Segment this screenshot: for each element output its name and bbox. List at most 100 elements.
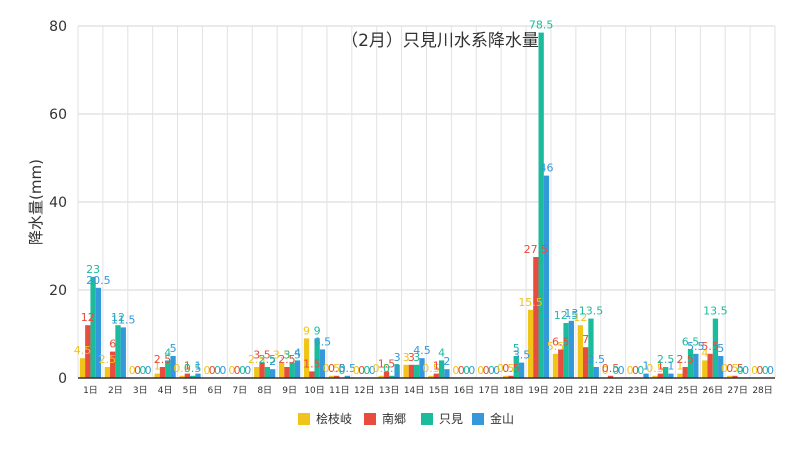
bar-data-label: 0 <box>458 364 465 377</box>
bar <box>527 309 534 378</box>
bar <box>79 358 86 378</box>
bar <box>593 367 599 378</box>
legend-swatch[interactable] <box>421 413 433 425</box>
bar-data-label: 0.5 <box>372 362 390 375</box>
bar <box>165 360 171 378</box>
bar-data-label: 23 <box>86 263 100 276</box>
bar-data-label: 0 <box>637 364 644 377</box>
bar <box>419 358 425 378</box>
bar-data-label: 0.5 <box>339 362 357 375</box>
bar <box>179 375 185 378</box>
bar-data-label: 0.5 <box>383 362 401 375</box>
bar-data-label: 4.5 <box>413 344 431 357</box>
legend-entry-label[interactable]: 南郷 <box>382 411 406 426</box>
x-tick-label: 14日 <box>404 385 424 396</box>
bar-data-label: 0 <box>145 364 152 377</box>
x-tick-label: 13日 <box>379 385 399 396</box>
bar-data-label: 5.5 <box>701 340 719 353</box>
x-tick-label: 10日 <box>304 385 324 396</box>
bar <box>643 373 649 378</box>
bar-data-label: 2 <box>443 355 450 368</box>
bar-data-label: 3.5 <box>283 349 301 362</box>
x-tick-label: 12日 <box>354 385 374 396</box>
legend-entry-label[interactable]: 桧枝岐 <box>316 411 352 426</box>
bar-data-label: 0 <box>239 364 246 377</box>
bar <box>303 338 310 378</box>
bars <box>79 32 738 378</box>
bar-data-label: 1 <box>643 360 650 373</box>
bar <box>264 367 270 378</box>
x-tick-label: 1日 <box>83 385 98 396</box>
x-tick-label: 22日 <box>603 385 623 396</box>
y-tick-label: 40 <box>49 195 67 211</box>
bar-data-label: 0 <box>632 364 639 377</box>
legend-swatch[interactable] <box>298 413 310 425</box>
bar-data-label: 0 <box>627 364 634 377</box>
bar-data-label: 0 <box>767 364 774 377</box>
x-tick-label: 17日 <box>479 385 499 396</box>
bar <box>652 375 658 378</box>
bar-data-label: 0 <box>134 364 141 377</box>
y-tick-label: 0 <box>58 371 67 387</box>
bar <box>85 325 91 378</box>
x-tick-label: 15日 <box>429 385 449 396</box>
y-axis-label: 降水量(mm) <box>27 159 45 245</box>
bar-data-label: 12 <box>81 311 95 324</box>
bar-data-label: 0 <box>618 364 625 377</box>
bar-data-label: 6.5 <box>314 335 332 348</box>
bar-data-label: 3 <box>403 351 410 364</box>
bar <box>438 360 445 378</box>
bar <box>190 375 196 378</box>
bar-data-label: 6.5 <box>682 335 700 348</box>
x-tick-label: 2日 <box>108 385 123 396</box>
bar <box>259 362 265 378</box>
bar-data-label: 15.5 <box>518 296 543 309</box>
bar-data-label: 0 <box>762 364 769 377</box>
legend-swatch[interactable] <box>364 413 376 425</box>
bar-data-label: 0 <box>751 364 758 377</box>
bar-data-label: 1 <box>194 360 201 373</box>
bar-data-label: 13 <box>564 307 578 320</box>
bar <box>408 364 415 378</box>
bar-data-label: 3 <box>408 351 415 364</box>
bar <box>444 369 450 378</box>
bar-data-label: 0 <box>737 364 744 377</box>
bar <box>677 373 683 378</box>
x-tick-label: 3日 <box>133 385 148 396</box>
bar-data-label: 0 <box>214 364 221 377</box>
y-tick-label: 80 <box>49 19 67 35</box>
bar-data-label: 9 <box>314 324 321 337</box>
bar-data-label: 9 <box>303 324 310 337</box>
bar <box>662 367 669 378</box>
legend-swatch[interactable] <box>472 413 484 425</box>
bar <box>284 367 290 378</box>
bar-data-label: 5 <box>170 342 177 355</box>
bar <box>707 353 713 378</box>
bar-data-label: 0.5 <box>173 362 191 375</box>
bar <box>682 367 688 378</box>
bar-data-label: 0 <box>228 364 235 377</box>
bar-data-label: 1 <box>433 360 440 373</box>
bar <box>657 373 663 378</box>
x-tick-label: 23日 <box>628 385 648 396</box>
legend-entry-label[interactable]: 只見 <box>439 412 463 426</box>
legend: 桧枝岐 南郷 只見 金山 <box>298 411 514 426</box>
bar <box>95 287 102 378</box>
bar-data-label: 5.5 <box>687 340 705 353</box>
bar <box>314 338 320 378</box>
bar <box>533 257 539 378</box>
bar-data-label: 0 <box>244 364 251 377</box>
bar <box>607 375 614 378</box>
bar <box>184 373 191 378</box>
bar-data-label: 0 <box>234 364 241 377</box>
bar <box>334 375 340 378</box>
legend-entry-label[interactable]: 金山 <box>490 411 514 426</box>
bar <box>543 175 550 378</box>
bar-data-label: 3.5 <box>253 349 271 362</box>
x-tick-label: 24日 <box>653 385 673 396</box>
bar-data-label: 27.5 <box>524 243 549 256</box>
bar <box>378 375 384 378</box>
bar-data-label: 0.5 <box>502 362 520 375</box>
bar-data-label: 0.5 <box>497 362 515 375</box>
x-tick-label: 27日 <box>727 385 747 396</box>
